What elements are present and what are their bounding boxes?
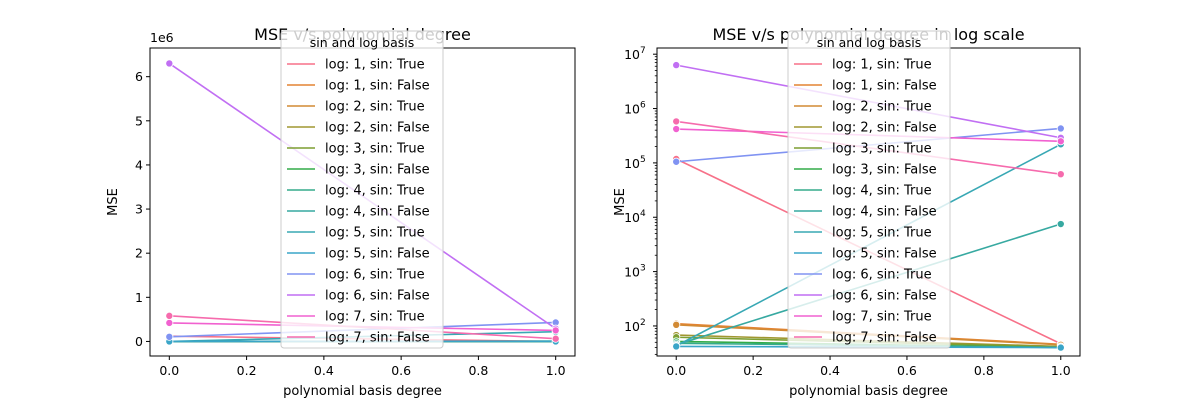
x-axis-label: polynomial basis degree: [789, 384, 948, 399]
y-tick-label: 5: [135, 113, 143, 128]
y-tick-label: 10 5: [624, 155, 646, 171]
legend: sin and log basis log: 1, sin: True log: 1…: [787, 30, 951, 349]
legend-entry: log: 1, sin: False: [832, 79, 937, 94]
data-point: [1056, 220, 1065, 229]
x-tick-label: 0.2: [237, 363, 257, 378]
x-tick-label: 1.0: [546, 363, 566, 378]
x-tick-label: 0.8: [468, 363, 488, 378]
legend-entry: log: 3, sin: True: [832, 142, 932, 157]
legend-entry: log: 2, sin: False: [832, 121, 937, 136]
data-point: [1056, 343, 1065, 352]
legend-entry: log: 4, sin: False: [325, 205, 430, 220]
legend-entry: log: 4, sin: True: [832, 184, 932, 199]
y-tick-base: 10: [624, 102, 640, 117]
y-tick-label: 10 3: [624, 264, 646, 280]
data-point: [165, 311, 174, 320]
data-point: [551, 334, 560, 343]
x-tick-label: 0.0: [666, 363, 686, 378]
y-tick-label: 4: [135, 157, 143, 172]
y-offset-label: 1e6: [150, 30, 174, 45]
y-tick-label: 1: [135, 290, 143, 305]
y-tick-label: 6: [135, 69, 143, 84]
data-point: [672, 157, 681, 166]
x-tick-label: 1.0: [1051, 363, 1071, 378]
legend-entry: log: 4, sin: True: [325, 184, 425, 199]
data-point: [1056, 124, 1065, 133]
y-tick-label: 2: [135, 246, 143, 261]
y-tick-label: 10 4: [624, 209, 646, 225]
y-tick-exponent: 3: [640, 264, 646, 274]
data-point: [551, 326, 560, 335]
legend-entry: log: 4, sin: False: [832, 205, 937, 220]
legend: sin and log basis log: 1, sin: True log: 1…: [280, 30, 444, 349]
y-tick-base: 10: [624, 210, 640, 225]
legend-entry: log: 7, sin: False: [832, 331, 937, 346]
legend-entry: log: 5, sin: True: [325, 226, 425, 241]
legend-entry: log: 7, sin: False: [325, 331, 430, 346]
legend-entry: log: 1, sin: True: [325, 58, 425, 73]
data-point: [1056, 137, 1065, 146]
y-tick-exponent: 4: [640, 209, 646, 219]
y-tick-base: 10: [624, 319, 640, 334]
y-tick-label: 10 7: [624, 46, 646, 62]
legend-entry: log: 7, sin: True: [832, 310, 932, 325]
x-tick-label: 0.4: [820, 363, 840, 378]
data-point: [1056, 170, 1065, 179]
data-point: [672, 61, 681, 70]
legend-entry: log: 6, sin: True: [832, 268, 932, 283]
x-tick-label: 0.6: [391, 363, 411, 378]
x-tick-label: 0.8: [974, 363, 994, 378]
x-tick-label: 0.0: [159, 363, 179, 378]
y-tick-exponent: 2: [640, 318, 646, 328]
y-tick-label: 10 6: [624, 101, 646, 117]
y-axis-label: MSE: [106, 188, 121, 216]
legend-entry: log: 1, sin: False: [325, 79, 430, 94]
legend-frame: [787, 30, 951, 349]
data-point: [672, 117, 681, 126]
y-tick-base: 10: [624, 265, 640, 280]
legend-title: sin and log basis: [817, 35, 922, 50]
y-tick-label: 0: [135, 334, 143, 349]
data-point: [165, 59, 174, 68]
data-point: [672, 342, 681, 351]
y-tick-exponent: 7: [640, 46, 646, 56]
legend-entry: log: 7, sin: True: [325, 310, 425, 325]
legend-entry: log: 6, sin: False: [832, 289, 937, 304]
legend-entry: log: 3, sin: False: [832, 163, 937, 178]
x-tick-label: 0.6: [897, 363, 917, 378]
legend-entry: log: 6, sin: False: [325, 289, 430, 304]
x-tick-label: 0.2: [743, 363, 763, 378]
legend-entry: log: 2, sin: True: [832, 100, 932, 115]
y-tick-exponent: 6: [640, 101, 646, 111]
legend-entry: log: 2, sin: True: [325, 100, 425, 115]
x-tick-label: 0.4: [314, 363, 334, 378]
y-tick-label: 10 2: [624, 318, 646, 334]
data-point: [165, 332, 174, 341]
x-axis-label: polynomial basis degree: [283, 384, 442, 399]
series-group: [165, 59, 560, 346]
legend-entry: log: 5, sin: False: [325, 247, 430, 262]
data-point: [672, 125, 681, 134]
y-tick-label: 3: [135, 202, 143, 217]
legend-frame: [280, 30, 444, 349]
legend-entry: log: 3, sin: False: [325, 163, 430, 178]
legend-entry: log: 2, sin: False: [325, 121, 430, 136]
legend-entry: log: 1, sin: True: [832, 58, 932, 73]
legend-title: sin and log basis: [310, 35, 415, 50]
data-point: [672, 320, 681, 329]
y-axis-label: MSE: [613, 188, 628, 216]
y-tick-base: 10: [624, 156, 640, 171]
legend-entry: log: 6, sin: True: [325, 268, 425, 283]
legend-entry: log: 3, sin: True: [325, 142, 425, 157]
legend-entry: log: 5, sin: True: [832, 226, 932, 241]
y-tick-base: 10: [624, 47, 640, 62]
legend-entry: log: 5, sin: False: [832, 247, 937, 262]
y-tick-exponent: 5: [640, 155, 646, 165]
data-point: [165, 318, 174, 327]
